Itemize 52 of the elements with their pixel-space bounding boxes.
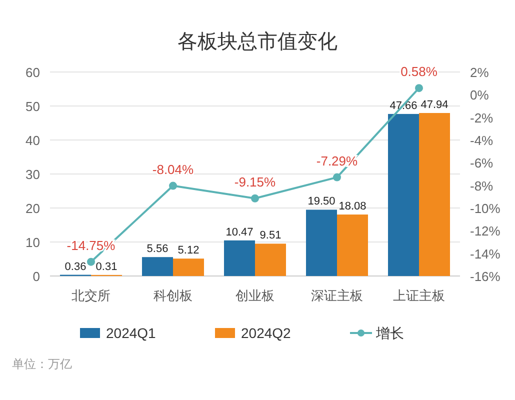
data-label: 18.08 (338, 200, 366, 213)
bar (173, 258, 204, 276)
point (251, 194, 259, 202)
point (333, 173, 341, 182)
chart-title: 各板块总市值变化 (178, 31, 338, 53)
y-tick-label: 0 (32, 269, 40, 284)
y2-tick-label: -8% (470, 178, 494, 194)
bar (255, 244, 286, 276)
x-tick-label: 北交所 (72, 288, 110, 303)
bar (306, 210, 337, 276)
data-label: -9.15% (234, 174, 276, 190)
y2-tick-label: -4% (470, 133, 494, 148)
y-tick-label: 60 (26, 65, 40, 80)
y-tick-label: 20 (26, 201, 40, 216)
data-label: 47.94 (420, 99, 448, 112)
y2-tick-label: -12% (470, 224, 501, 239)
y-tick-label: 50 (26, 99, 40, 114)
data-label: 9.51 (260, 230, 282, 242)
y2-tick-label: 0% (470, 88, 490, 103)
x-tick-label: 深证主板 (311, 288, 363, 303)
x-tick-label: 创业板 (236, 288, 274, 303)
y2-tick-label: -14% (470, 246, 501, 262)
y2-tick-label: -10% (470, 201, 501, 216)
bar (388, 114, 419, 276)
data-label: 5.56 (146, 243, 168, 256)
point (415, 84, 423, 92)
data-label: 5.12 (178, 244, 200, 257)
y-tick-label: 30 (26, 167, 40, 182)
bar (224, 240, 255, 276)
text: 单位：万亿 (12, 357, 72, 371)
y2-tick-label: -6% (470, 156, 494, 171)
bar (419, 113, 450, 276)
y2-tick-label: -2% (470, 110, 494, 126)
data-label: 0.58% (400, 64, 438, 80)
x-tick-label: 科创板 (154, 288, 192, 303)
y-tick-label: 40 (26, 133, 40, 148)
data-label: 0.36 (64, 260, 86, 273)
point (169, 182, 177, 190)
legend-label: 2024Q1 (106, 325, 156, 341)
bar (337, 214, 368, 276)
data-label: 0.31 (96, 260, 118, 273)
bar (142, 257, 173, 276)
point (87, 258, 95, 266)
x-tick-label: 上证主板 (393, 288, 445, 303)
data-label: 10.47 (226, 226, 254, 238)
y-tick-label: 10 (26, 235, 40, 250)
legend-label: 2024Q2 (241, 325, 292, 341)
y2-tick-label: 2% (470, 65, 490, 80)
data-label: 19.50 (308, 196, 336, 208)
data-label: -8.04% (152, 162, 194, 177)
y2-tick-label: -16% (470, 269, 501, 284)
legend-label: 增长 (375, 325, 404, 341)
